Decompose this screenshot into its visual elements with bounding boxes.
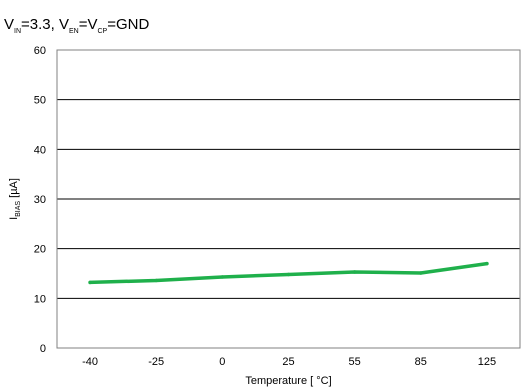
x-tick-label: 25	[282, 356, 294, 368]
gridlines	[57, 99, 520, 299]
chart-title: VIN=3.3, VEN=VCP=GND	[4, 16, 149, 35]
x-tick-label: 0	[219, 356, 225, 368]
title-v1: V	[4, 16, 14, 33]
title-eq2: =	[79, 16, 88, 33]
title-v3-sub: CP	[98, 28, 108, 35]
data-point	[286, 272, 291, 277]
y-axis-label-unit: [µA]	[8, 178, 20, 201]
data-points	[88, 261, 489, 285]
y-axis-label-main: I	[8, 217, 20, 220]
y-tick-label: 20	[34, 244, 46, 256]
plot-frame	[56, 49, 521, 349]
y-tick-label: 30	[34, 194, 46, 206]
y-tick-labels: 0 10 20 30 40 50 60	[34, 45, 46, 355]
title-eq1: =3.3,	[21, 16, 59, 33]
x-tick-label: 55	[349, 356, 361, 368]
title-v2: V	[59, 16, 69, 33]
x-tick-label: 125	[478, 356, 496, 368]
data-point	[154, 278, 158, 283]
data-point	[88, 280, 92, 285]
data-point	[352, 270, 357, 274]
y-axis-label-sub: BIAS	[15, 201, 22, 217]
y-tick-label: 10	[34, 293, 46, 305]
data-point	[419, 271, 423, 275]
y-tick-label: 60	[34, 45, 46, 57]
title-v2-sub: EN	[69, 28, 79, 35]
title-eq3: =GND	[107, 16, 149, 33]
x-axis-label: Temperature [ °C]	[245, 375, 331, 387]
y-tick-label: 40	[34, 144, 46, 156]
y-tick-label: 0	[40, 343, 46, 355]
x-tick-label: -25	[148, 356, 164, 368]
y-axis-label: IBIAS [µA]	[8, 178, 22, 220]
title-v1-sub: IN	[14, 28, 21, 35]
x-tick-labels: -40 -25 0 25 55 85 125	[82, 356, 496, 368]
data-point	[220, 275, 225, 279]
x-tick-label: 85	[415, 356, 427, 368]
y-tick-label: 50	[34, 95, 46, 107]
title-v3: V	[87, 16, 97, 33]
data-point	[485, 261, 489, 266]
x-tick-label: -40	[82, 356, 98, 368]
